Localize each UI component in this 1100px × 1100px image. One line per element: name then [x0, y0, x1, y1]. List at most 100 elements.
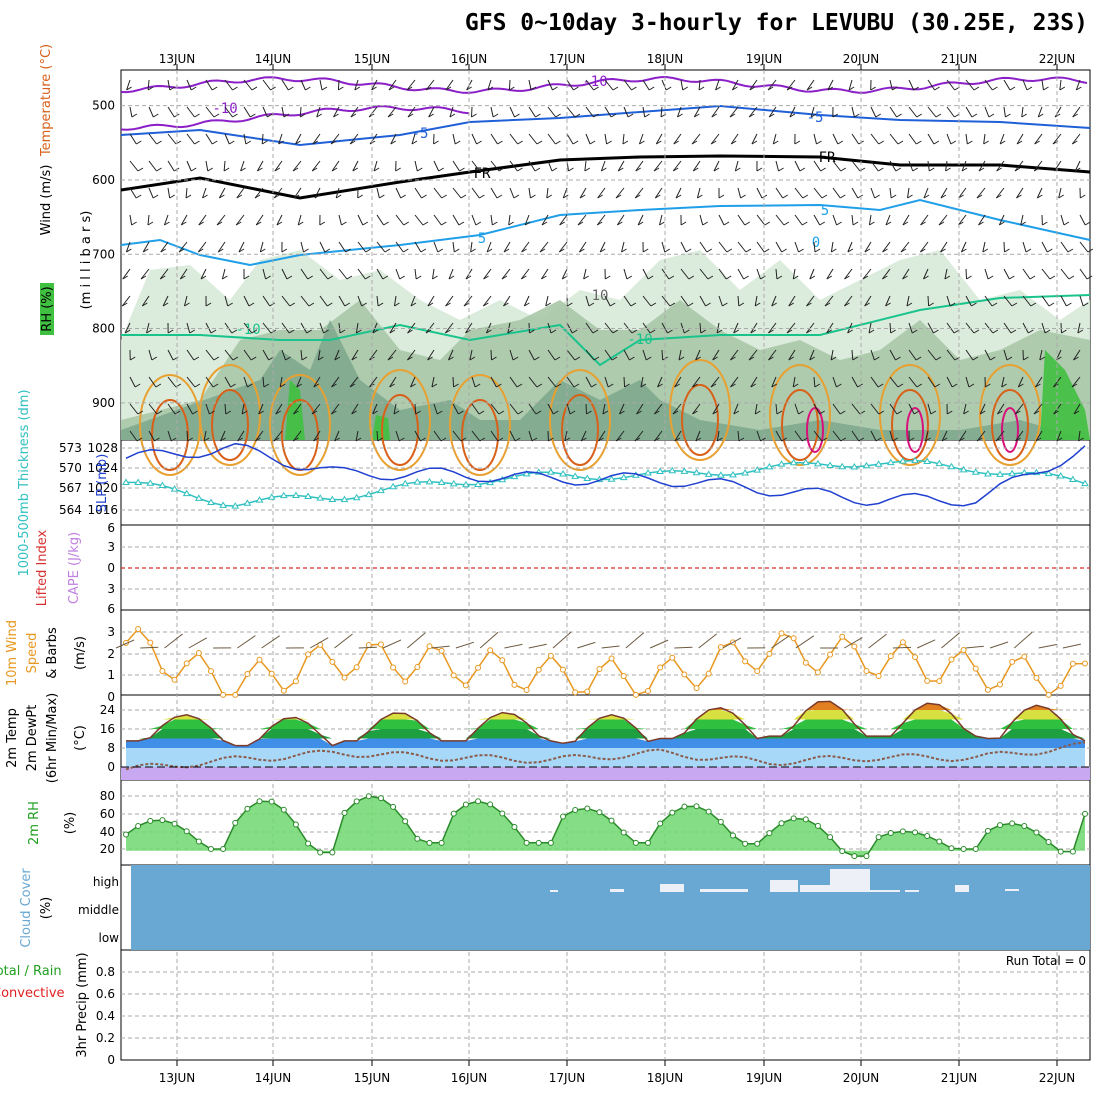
wind10-series-point — [657, 664, 664, 671]
temperature-contour — [120, 76, 1088, 94]
wind-barb-feather — [293, 194, 300, 199]
wind-barb — [961, 160, 967, 172]
rh-series-point — [207, 846, 214, 852]
wind-barb — [794, 187, 804, 199]
wind-barb-feather — [750, 383, 757, 388]
date-label-top: 14JUN — [255, 52, 292, 66]
wind-barb — [958, 430, 967, 442]
wind-barb-feather — [388, 86, 395, 91]
wind-barb — [129, 214, 133, 226]
wind-barb-feather — [487, 86, 494, 91]
temp-band-subzero — [121, 767, 1090, 780]
wind-barb — [433, 214, 442, 226]
wind-barb-feather — [783, 221, 790, 226]
wind-barb — [806, 79, 815, 91]
wind-barb-feather — [971, 302, 977, 307]
wind-barb-feather — [1058, 194, 1064, 199]
wind-barb-feather — [135, 194, 142, 199]
wind-barb — [243, 295, 250, 307]
cloud-axis-label: Cloud Cover — [19, 868, 34, 948]
wind-barb-feather — [288, 86, 294, 91]
wind-barb-feather — [831, 248, 837, 253]
wind-barb-feather — [636, 410, 642, 415]
wind-barb — [578, 241, 587, 253]
temperature-contour — [120, 154, 1091, 200]
wind-barb-feather — [1029, 275, 1036, 280]
wind-barb — [1003, 268, 1010, 280]
wind-barb-feather — [982, 248, 989, 253]
wind-barb-feather — [428, 113, 434, 118]
wind-barb — [547, 79, 553, 91]
wind10-series-point — [1009, 658, 1016, 665]
wind-barb-feather — [864, 248, 871, 253]
wind-barb — [851, 349, 854, 361]
wind-barb-feather — [407, 356, 413, 361]
wind-barb — [547, 160, 553, 172]
wind-barb-feather — [1021, 113, 1028, 118]
wind-barb — [406, 349, 416, 361]
wind-barb-feather — [878, 140, 884, 145]
wind-barb-feather — [1048, 302, 1055, 307]
wind-barb-feather — [365, 248, 372, 253]
wind-barb — [357, 241, 367, 253]
wind-barb-feather — [935, 356, 942, 361]
y-tick: 573 — [59, 441, 82, 455]
thickness-series-point — [522, 469, 531, 477]
wind-barb-feather — [483, 302, 489, 307]
warm-contour — [781, 389, 819, 461]
wind-barb — [490, 376, 497, 388]
wind-barb — [806, 322, 815, 334]
wind-barb-feather — [768, 113, 775, 118]
wind-barb — [604, 106, 612, 118]
cloud-block — [770, 880, 798, 892]
wind-barb-feather — [503, 248, 510, 253]
wind-barb-feather — [593, 356, 600, 361]
wind-barb — [963, 403, 967, 415]
wind-barb — [718, 214, 725, 226]
wind-barb-feather — [574, 356, 581, 361]
rh-series-point — [220, 846, 227, 852]
wind-barb-feather — [1025, 248, 1032, 253]
wind-barb — [452, 214, 460, 226]
thickness-series-point — [474, 480, 482, 487]
wind-barb-feather — [882, 275, 888, 280]
wind-barb-feather — [194, 113, 200, 118]
wind-barb-feather — [377, 437, 384, 442]
wind-barb-feather — [415, 410, 421, 415]
wind-barb — [946, 295, 951, 307]
wind-barb — [262, 295, 271, 307]
wind-barb-feather — [999, 221, 1005, 226]
wind-barb-feather — [896, 113, 902, 118]
wind-barb-feather — [941, 437, 948, 442]
temperature-axis-label: Temperature (°C) — [39, 44, 54, 157]
wind-barb-feather — [142, 248, 149, 253]
surface-wind-barb — [577, 641, 596, 649]
wind-barb-feather — [151, 356, 158, 361]
wind-barb-feather — [169, 194, 175, 199]
hot-contour — [1001, 407, 1019, 453]
wind-barb-feather — [216, 221, 223, 226]
wind10-series-point — [438, 647, 445, 654]
wind-barb — [788, 349, 796, 361]
thickness-series-point — [729, 470, 737, 478]
wind-barb-feather — [554, 356, 561, 361]
wind-barb — [414, 214, 424, 226]
wind-barb — [414, 268, 417, 280]
wind-barb-feather — [1016, 194, 1022, 199]
wind-barb-feather — [508, 221, 514, 226]
wind-barb-feather — [458, 410, 464, 415]
wind-barb — [224, 376, 232, 388]
wind-barb-feather — [896, 410, 903, 415]
wind10-series-point — [147, 639, 154, 646]
wind-barb — [528, 403, 537, 415]
wind-barb — [369, 133, 378, 145]
wind-barb — [566, 376, 575, 388]
rh-series-point — [754, 840, 761, 847]
wind-barb — [376, 430, 379, 442]
wind-barb — [186, 160, 192, 172]
wind-barb — [281, 295, 291, 307]
surface-wind-barb — [1013, 631, 1033, 649]
contour-label: -5 — [412, 126, 429, 142]
wind-barb — [889, 376, 899, 388]
wind-barb-feather — [232, 356, 239, 361]
